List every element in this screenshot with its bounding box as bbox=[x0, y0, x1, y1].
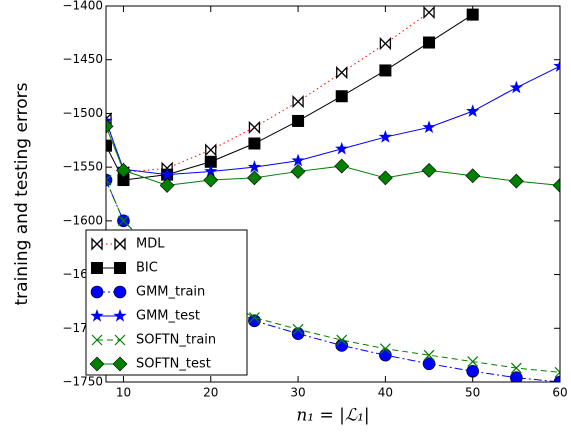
marker bbox=[336, 66, 348, 80]
marker bbox=[114, 262, 126, 274]
marker bbox=[553, 59, 560, 72]
marker bbox=[552, 177, 560, 193]
marker bbox=[510, 371, 523, 382]
marker bbox=[159, 177, 175, 193]
marker bbox=[118, 215, 129, 227]
axes: −1750−1700−1650−1600−1550−1500−1450−1400… bbox=[62, 0, 567, 400]
marker bbox=[292, 114, 305, 127]
legend-label: SOFTN_train bbox=[136, 333, 216, 348]
marker bbox=[160, 167, 174, 181]
marker bbox=[291, 327, 305, 340]
marker bbox=[334, 158, 350, 174]
y-tick-label: −1450 bbox=[62, 52, 103, 66]
y-tick-label: −1500 bbox=[62, 106, 103, 120]
marker bbox=[114, 334, 126, 346]
marker bbox=[553, 375, 560, 382]
marker bbox=[335, 90, 348, 103]
series-line bbox=[106, 14, 473, 181]
legend-label: GMM_train bbox=[136, 285, 205, 300]
marker bbox=[114, 237, 126, 251]
marker bbox=[509, 80, 523, 94]
legend-label: MDL bbox=[136, 237, 165, 252]
x-tick-label: 40 bbox=[378, 386, 393, 400]
marker bbox=[204, 164, 218, 178]
marker bbox=[379, 343, 391, 355]
marker bbox=[379, 348, 392, 362]
marker bbox=[248, 312, 260, 323]
y-tick-label: −1400 bbox=[62, 0, 103, 13]
marker bbox=[112, 356, 128, 372]
marker bbox=[91, 237, 103, 251]
marker bbox=[292, 95, 304, 109]
marker bbox=[421, 162, 437, 178]
marker bbox=[510, 362, 522, 374]
marker bbox=[203, 172, 219, 188]
legend-label: GMM_test bbox=[136, 309, 200, 324]
marker bbox=[106, 118, 114, 134]
marker bbox=[113, 309, 127, 322]
marker bbox=[248, 314, 261, 328]
y-tick-label: −1600 bbox=[62, 213, 103, 227]
marker bbox=[248, 120, 261, 134]
marker bbox=[292, 323, 304, 335]
x-axis-label: n₁ = |ℒ₁| bbox=[296, 406, 369, 426]
marker bbox=[467, 356, 479, 368]
marker bbox=[466, 364, 479, 378]
marker bbox=[465, 168, 481, 184]
marker bbox=[247, 160, 262, 173]
plot-frame bbox=[105, 5, 561, 383]
marker bbox=[248, 137, 261, 150]
marker bbox=[106, 139, 112, 152]
marker bbox=[378, 130, 393, 143]
marker bbox=[423, 36, 436, 49]
x-tick-label: 10 bbox=[116, 386, 131, 400]
marker bbox=[90, 285, 104, 299]
y-tick-label: −1750 bbox=[62, 375, 103, 389]
series-line bbox=[106, 65, 560, 176]
marker bbox=[422, 120, 436, 134]
x-tick-label: 50 bbox=[465, 386, 480, 400]
legend-label: SOFTN_test bbox=[136, 357, 211, 372]
marker bbox=[291, 153, 305, 167]
legend: MDL BIC GMM_train GMM_test SOFTN_train SOFTN_… bbox=[85, 229, 248, 376]
legend-label: BIC bbox=[136, 261, 158, 276]
marker bbox=[89, 356, 105, 372]
x-tick-label: 20 bbox=[203, 386, 218, 400]
marker bbox=[379, 64, 392, 77]
legend-box bbox=[85, 229, 248, 376]
marker bbox=[466, 8, 479, 21]
marker bbox=[508, 173, 524, 189]
x-tick-label: 60 bbox=[552, 386, 567, 400]
marker bbox=[205, 143, 217, 157]
marker bbox=[246, 170, 262, 186]
marker bbox=[91, 262, 103, 274]
series-line bbox=[106, 126, 560, 186]
marker bbox=[466, 104, 480, 117]
marker bbox=[422, 357, 436, 371]
y-tick-label: −1550 bbox=[62, 160, 103, 174]
marker bbox=[379, 37, 392, 51]
marker bbox=[90, 309, 104, 322]
marker bbox=[423, 349, 435, 361]
x-tick-label: 30 bbox=[290, 386, 305, 400]
marker bbox=[91, 334, 103, 346]
marker bbox=[377, 170, 393, 186]
y-axis-label: training and testing errors bbox=[12, 82, 32, 305]
marker bbox=[204, 155, 217, 168]
marker bbox=[554, 366, 560, 378]
marker bbox=[117, 174, 130, 187]
marker bbox=[336, 334, 348, 346]
marker bbox=[423, 6, 435, 20]
marker bbox=[290, 164, 306, 179]
plot-content bbox=[106, 6, 560, 382]
marker bbox=[335, 141, 349, 155]
marker bbox=[106, 174, 112, 186]
marker bbox=[113, 285, 127, 299]
series-line bbox=[106, 179, 560, 382]
marker bbox=[116, 162, 131, 178]
